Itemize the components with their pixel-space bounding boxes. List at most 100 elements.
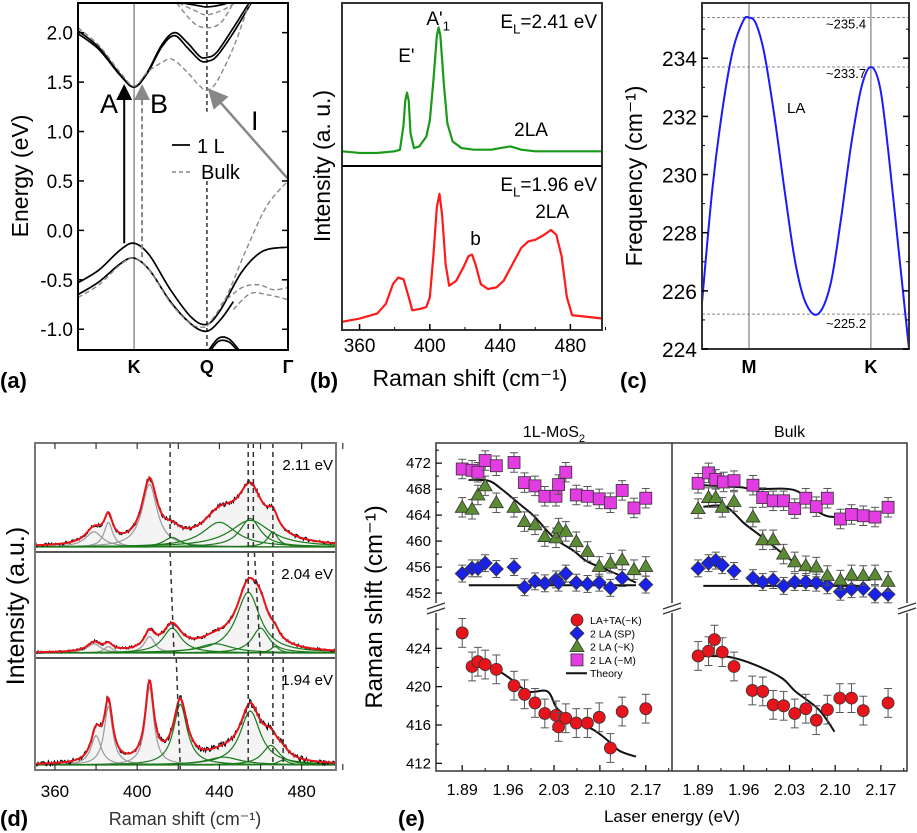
data-point-magenta — [471, 465, 485, 479]
raman-spectrum-2-41ev — [341, 26, 602, 155]
data-point-blue — [568, 575, 584, 591]
data-point-green — [477, 478, 493, 492]
data-point-green — [787, 554, 803, 568]
y-tick-label: 456 — [406, 559, 431, 576]
y-tick-label: 232 — [662, 106, 697, 129]
y-tick-label: 460 — [406, 533, 431, 550]
excitation-energy-label: 2.04 eV — [281, 566, 333, 583]
panel-e-ylabel: Raman shift (cm⁻¹) — [361, 505, 388, 708]
data-point-green — [591, 558, 607, 572]
x-tick-label: 2.03 — [538, 782, 569, 799]
data-point-magenta — [507, 456, 521, 469]
fit-curve — [35, 679, 336, 765]
y-tick-label: 468 — [406, 481, 431, 498]
panel-title: 1L-MoS2 — [523, 424, 585, 445]
fit-component — [35, 759, 336, 766]
fit-shading — [35, 478, 336, 547]
bulk-panel: Bulk 1.89 1.96 2.03 2.10 2.17 — [683, 424, 905, 799]
legend-label: 2 LA (SP) — [590, 628, 635, 640]
data-point-green — [558, 523, 574, 537]
data-point-magenta — [538, 489, 552, 503]
band-1l — [78, 3, 253, 88]
data-point-red — [592, 710, 606, 724]
laser-energy-label: EL=1.96 eV — [500, 175, 597, 200]
data-point-magenta — [845, 508, 858, 521]
band-bulk — [176, 3, 234, 29]
y-tick-label: 226 — [662, 281, 697, 304]
data-point-blue — [714, 557, 730, 573]
data-point-green — [454, 499, 470, 513]
data-point-blue — [506, 559, 522, 575]
data-point-blue — [516, 579, 533, 595]
peak-label-2la: 2LA — [535, 202, 569, 223]
data-point-red — [691, 649, 705, 663]
panel-title: Bulk — [774, 424, 806, 441]
panel-label-a: (a) — [0, 368, 27, 393]
data-point-magenta — [639, 491, 653, 505]
data-point-green — [745, 509, 761, 523]
data-point-green — [843, 567, 860, 581]
data-point-blue — [477, 555, 493, 571]
data-point-magenta — [603, 496, 617, 510]
peak-label-b: b — [470, 229, 481, 250]
panel-label-b: (b) — [310, 368, 338, 393]
data-point-green — [708, 489, 724, 503]
data-point-blue — [551, 575, 567, 591]
axis-break-mark — [426, 602, 446, 610]
data-point-green — [808, 559, 824, 573]
y-tick-label: 230 — [662, 165, 697, 188]
data-point-red — [820, 703, 834, 717]
la-branch-label: LA — [787, 100, 805, 117]
data-point-green — [626, 561, 642, 576]
transition-i-arrow — [207, 88, 289, 180]
band-1l — [78, 242, 288, 326]
la-dispersion-curve — [702, 15, 909, 349]
panel-d-ylabel: Intensity (a.u.) — [2, 527, 30, 685]
data-point-magenta — [570, 653, 584, 667]
data-point-green — [537, 528, 553, 542]
data-point-blue — [867, 586, 883, 602]
legend-1l-label: 1 L — [197, 136, 225, 158]
panel-c-phonon-dispersion: ~235.4 ~233.7 ~225.2 LA 224 226 228 230 232 234 M K — [662, 2, 910, 377]
legend-label: 2 LA (~K) — [590, 642, 634, 654]
axis-break-mark — [897, 607, 917, 615]
x-tick-label: K — [128, 357, 141, 377]
data-point-blue — [591, 575, 607, 591]
data-point-blue — [726, 563, 742, 579]
fit-curve — [35, 576, 336, 654]
data-point-magenta — [615, 484, 629, 497]
axis-break-mark — [662, 602, 682, 610]
data-point-magenta — [581, 489, 594, 503]
laser-energy-label-rest: =1.96 eV — [520, 175, 597, 196]
axis-break-mark — [897, 602, 917, 610]
data-point-red — [727, 660, 741, 673]
x-tick-label: 2.10 — [584, 782, 615, 799]
monolayer-panel: 1L-MoS2 1.89 1.96 2.03 2.10 2.17 — [447, 424, 670, 799]
data-point-red — [756, 685, 770, 698]
plot-frame — [34, 442, 337, 771]
data-point-blue — [765, 572, 781, 588]
fit-curve — [35, 477, 336, 547]
data-point-red — [809, 713, 823, 727]
x-tick-label: 440 — [205, 782, 233, 801]
data-point-magenta — [856, 509, 870, 523]
data-point-blue — [602, 580, 618, 596]
data-point-red — [881, 696, 895, 710]
excitation-energy-label: 1.94 eV — [281, 672, 333, 689]
fit-component — [35, 645, 336, 654]
band-bulk — [78, 3, 251, 91]
y-tick-label: 420 — [406, 679, 431, 696]
data-point-magenta — [528, 479, 542, 493]
data-point-green — [775, 546, 792, 560]
x-tick-label: 1.96 — [728, 782, 759, 799]
band-bulk — [220, 283, 288, 306]
peak-label-a1-prime-main: A' — [426, 9, 442, 30]
data-point-magenta — [559, 465, 573, 479]
data-point-magenta — [549, 489, 563, 503]
data-point-magenta — [881, 500, 895, 514]
data-point-blue — [787, 574, 803, 590]
data-point-blue — [776, 578, 792, 594]
data-point-red — [702, 644, 715, 658]
transition-i-label: I — [251, 106, 259, 136]
